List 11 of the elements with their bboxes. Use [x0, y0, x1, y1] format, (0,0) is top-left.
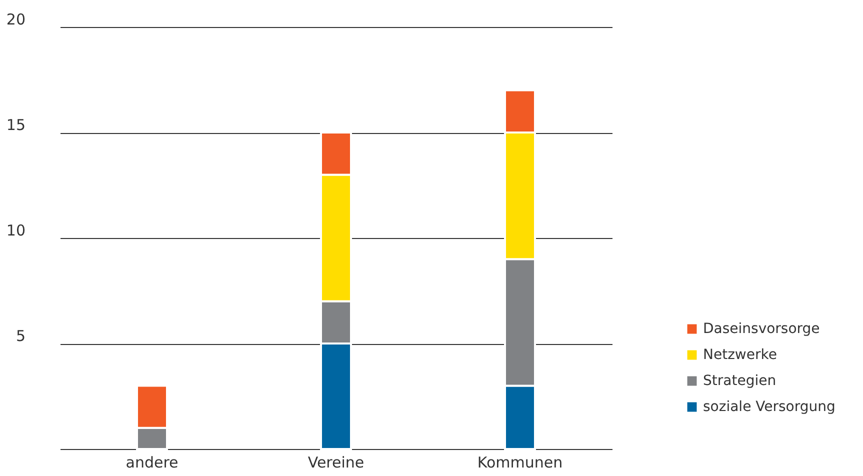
y-tick-label: 10 [6, 222, 26, 240]
legend-label: Daseinsvorsorge [703, 321, 820, 337]
y-tick-label: 15 [6, 116, 26, 134]
x-tick-label: Kommunen [477, 454, 563, 472]
y-tick-label: 20 [6, 10, 26, 28]
y-tick-label: 5 [16, 327, 26, 345]
legend-label: soziale Versorgung [703, 399, 836, 415]
legend-label: Strategien [703, 373, 776, 389]
x-tick-label: andere [126, 454, 178, 472]
x-tick-label: Vereine [308, 454, 364, 472]
legend-label: Netzwerke [703, 347, 777, 363]
